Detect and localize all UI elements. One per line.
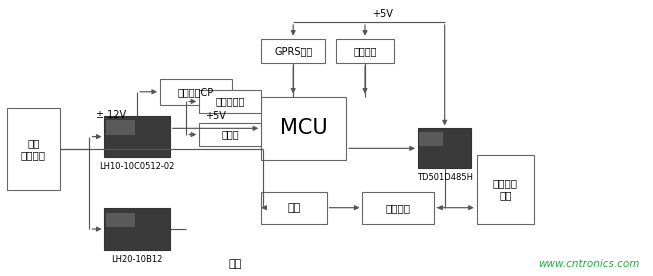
- Text: 继电器单元: 继电器单元: [215, 96, 245, 107]
- Text: MCU: MCU: [279, 118, 328, 138]
- Text: www.cntronics.com: www.cntronics.com: [539, 259, 640, 269]
- Bar: [199, 123, 261, 146]
- Bar: [106, 120, 135, 135]
- Text: 显示单元: 显示单元: [353, 46, 377, 56]
- Text: +5V: +5V: [372, 9, 392, 19]
- Bar: [104, 208, 170, 250]
- Text: LH20-10B12: LH20-10B12: [112, 255, 163, 264]
- Text: 控制引导CP: 控制引导CP: [178, 87, 214, 97]
- Bar: [419, 132, 443, 146]
- Bar: [199, 90, 261, 113]
- Bar: [7, 108, 60, 190]
- Text: 输入
供电接口: 输入 供电接口: [21, 138, 46, 160]
- Text: GPRS单元: GPRS单元: [274, 46, 312, 56]
- Text: ± 12V: ± 12V: [96, 110, 126, 120]
- Bar: [261, 39, 325, 63]
- Text: 输出交流
接口: 输出交流 接口: [493, 178, 518, 200]
- Text: 电子锁: 电子锁: [221, 129, 239, 140]
- Text: +5V: +5V: [205, 112, 226, 121]
- Bar: [477, 155, 534, 224]
- Text: TD501D485H: TD501D485H: [417, 173, 473, 182]
- Bar: [261, 192, 326, 224]
- Bar: [106, 213, 135, 227]
- Bar: [261, 97, 346, 160]
- Bar: [160, 79, 232, 105]
- Bar: [104, 116, 170, 157]
- Bar: [336, 39, 394, 63]
- Bar: [418, 128, 471, 168]
- Text: 开关: 开关: [287, 203, 300, 213]
- Text: LH10-10C0512-02: LH10-10C0512-02: [99, 162, 175, 171]
- Text: 图一: 图一: [229, 259, 242, 269]
- Bar: [362, 192, 434, 224]
- Text: 计量检测: 计量检测: [386, 203, 411, 213]
